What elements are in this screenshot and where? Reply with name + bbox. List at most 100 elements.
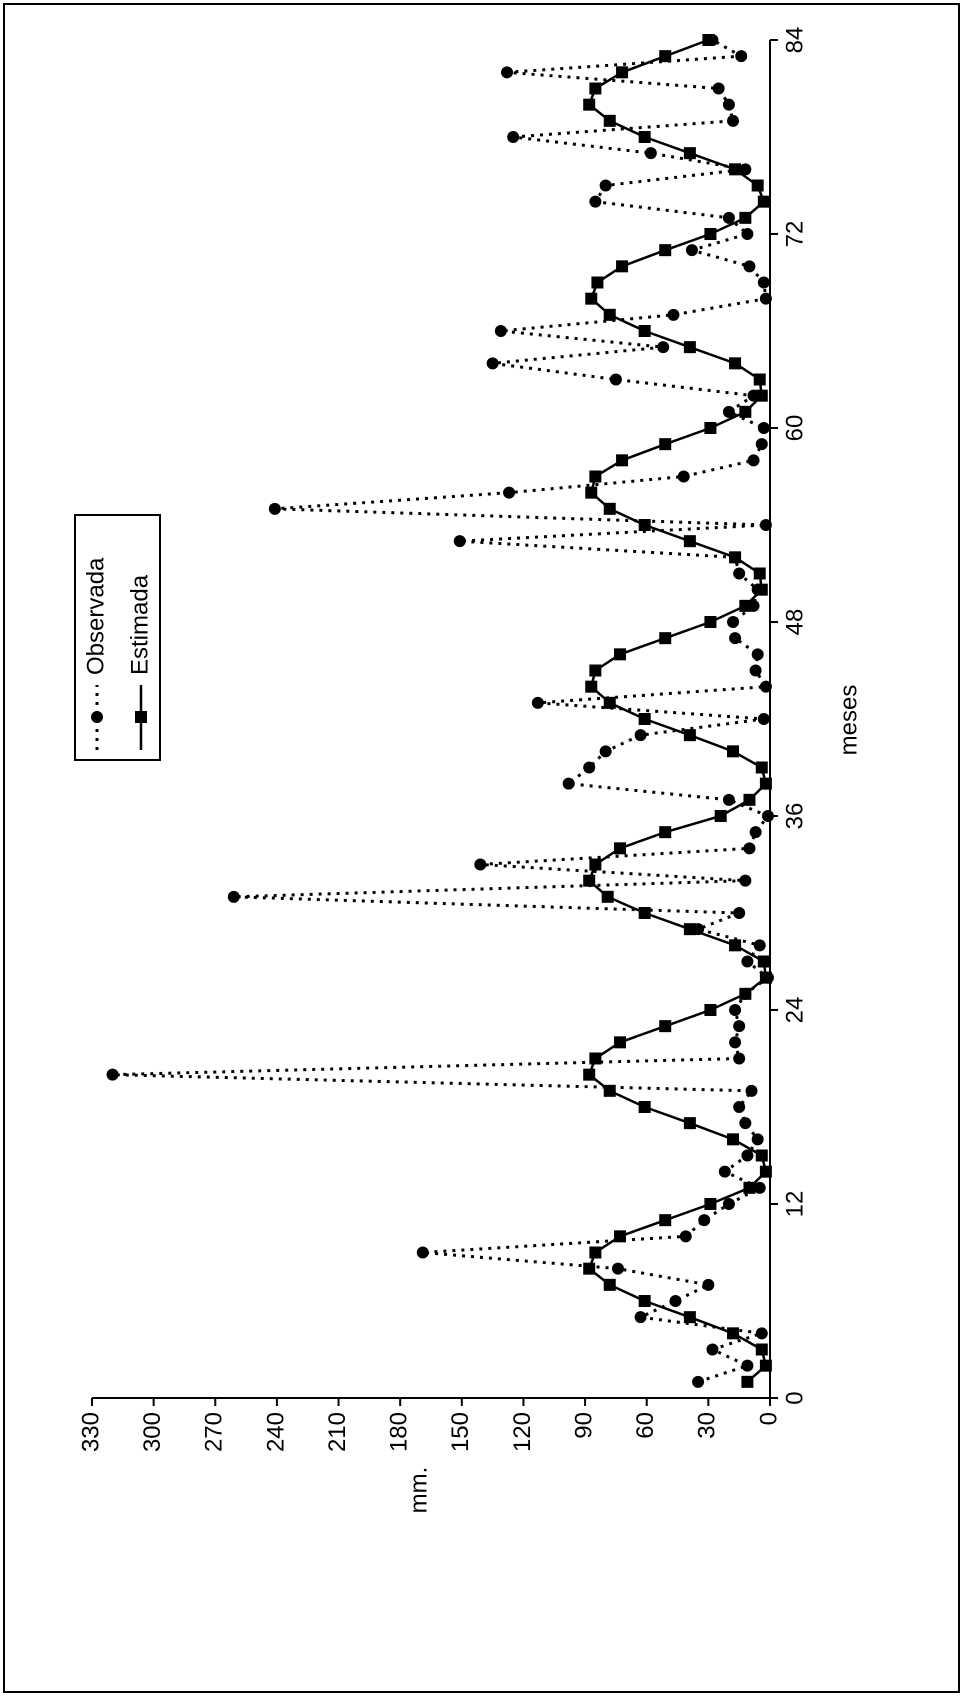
marker: [589, 664, 602, 677]
x-tick-label: 48: [781, 609, 808, 636]
marker: [739, 874, 752, 887]
x-tick-label: 36: [781, 803, 808, 830]
marker: [583, 874, 596, 887]
marker: [729, 1004, 742, 1016]
marker: [614, 842, 627, 855]
legend-label: Observada: [82, 557, 109, 675]
legend: Observada Estimada: [74, 514, 161, 761]
x-tick-label: 72: [781, 221, 808, 248]
marker: [677, 470, 690, 483]
marker: [683, 535, 696, 548]
marker: [638, 907, 651, 919]
marker: [638, 1295, 651, 1307]
marker: [757, 955, 770, 968]
marker: [683, 729, 696, 742]
marker: [585, 680, 598, 693]
legend-label: Estimada: [126, 574, 153, 675]
marker: [747, 454, 760, 467]
marker: [589, 82, 602, 95]
frame: [3, 3, 960, 1693]
marker: [603, 308, 616, 321]
marker: [743, 793, 756, 806]
x-tick-label: 84: [781, 27, 808, 54]
marker: [718, 1165, 731, 1178]
y-tick-label: 90: [570, 1412, 597, 1439]
marker: [638, 519, 651, 531]
marker: [603, 1278, 616, 1291]
marker: [507, 131, 520, 143]
marker: [755, 1149, 768, 1162]
marker: [757, 195, 770, 208]
marker: [759, 680, 772, 693]
marker: [589, 195, 602, 208]
marker: [583, 98, 596, 111]
marker: [741, 1149, 754, 1162]
marker: [722, 98, 735, 111]
marker: [601, 890, 614, 903]
marker: [589, 1052, 602, 1065]
marker: [659, 826, 672, 839]
marker: [659, 1020, 672, 1033]
x-tick-label: 60: [781, 415, 808, 442]
marker: [757, 276, 770, 289]
marker: [755, 1343, 768, 1356]
marker: [759, 292, 772, 305]
legend-marker: [135, 711, 147, 723]
marker: [531, 696, 544, 709]
legend-marker: [91, 711, 103, 723]
marker: [753, 1181, 766, 1194]
marker: [698, 1214, 711, 1227]
marker: [759, 777, 772, 790]
marker: [743, 260, 756, 273]
marker: [739, 1117, 752, 1130]
marker: [753, 567, 766, 580]
marker: [712, 82, 725, 95]
marker: [659, 50, 672, 63]
marker: [739, 405, 752, 418]
y-tick-label: 0: [755, 1412, 782, 1425]
marker: [583, 1068, 596, 1081]
marker: [638, 713, 651, 725]
marker: [751, 648, 764, 661]
x-axis-label: meses: [835, 685, 862, 756]
marker: [603, 696, 616, 709]
marker: [659, 1214, 672, 1227]
marker: [743, 842, 756, 855]
marker: [729, 163, 742, 176]
marker: [727, 1327, 740, 1340]
marker: [501, 66, 514, 79]
marker: [727, 745, 740, 758]
marker: [474, 858, 487, 871]
marker: [494, 325, 507, 337]
marker: [759, 1165, 772, 1178]
y-axis-label: mm.: [405, 1467, 432, 1514]
series-line: [112, 38, 771, 1384]
marker: [702, 34, 715, 46]
marker: [616, 454, 629, 467]
x-tick-label: 12: [781, 1191, 808, 1218]
marker: [739, 211, 752, 224]
marker: [722, 793, 735, 806]
marker: [683, 341, 696, 354]
marker: [729, 1036, 742, 1049]
marker: [727, 114, 740, 127]
marker: [739, 599, 752, 612]
marker: [735, 50, 748, 63]
marker: [583, 761, 596, 774]
marker: [268, 502, 281, 515]
marker: [749, 826, 762, 839]
marker: [755, 389, 768, 402]
marker: [638, 1101, 651, 1113]
marker: [745, 1084, 758, 1097]
marker: [657, 341, 670, 354]
y-tick-label: 240: [262, 1412, 289, 1452]
marker: [585, 292, 598, 305]
marker: [702, 1278, 715, 1291]
y-tick-label: 300: [139, 1412, 166, 1452]
series-line: [587, 38, 768, 1383]
marker: [733, 1020, 746, 1033]
marker: [733, 907, 746, 919]
marker: [603, 114, 616, 127]
marker: [227, 890, 240, 903]
